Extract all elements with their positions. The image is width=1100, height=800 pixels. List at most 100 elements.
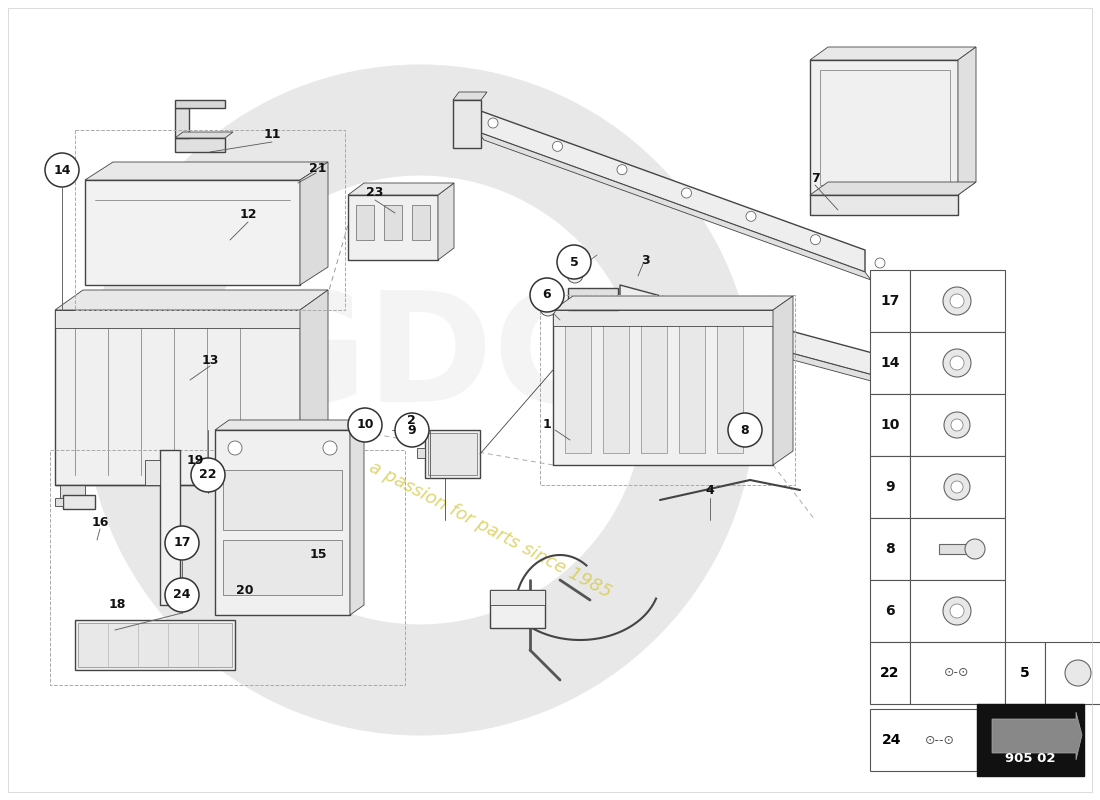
Polygon shape [958, 47, 976, 195]
Bar [100, 302, 124, 310]
Bar [870, 580, 910, 642]
Polygon shape [175, 132, 233, 138]
Circle shape [552, 142, 562, 151]
Bar [910, 580, 1005, 642]
Bar [870, 518, 910, 580]
Polygon shape [810, 195, 958, 215]
Text: 15: 15 [309, 549, 327, 562]
Bar [820, 70, 950, 185]
Circle shape [728, 413, 762, 447]
Bar [1005, 642, 1045, 704]
Circle shape [323, 441, 337, 455]
Bar [175, 108, 189, 138]
Text: GDG: GDG [241, 286, 618, 434]
Polygon shape [992, 712, 1082, 760]
Text: 14: 14 [880, 356, 900, 370]
Polygon shape [350, 420, 364, 615]
Circle shape [45, 153, 79, 187]
Bar [240, 302, 264, 310]
Text: 14: 14 [53, 163, 70, 177]
Bar [65, 302, 89, 310]
Bar [540, 295, 795, 485]
Circle shape [943, 597, 971, 625]
Bar [939, 544, 975, 554]
Bar [641, 322, 667, 453]
Text: 9: 9 [886, 480, 894, 494]
Bar [417, 448, 425, 458]
Bar [175, 138, 226, 152]
Bar [412, 205, 430, 240]
Bar [356, 205, 374, 240]
Text: 6: 6 [886, 604, 894, 618]
Bar [170, 302, 194, 310]
Text: 22: 22 [880, 666, 900, 680]
Circle shape [530, 278, 564, 312]
Circle shape [1065, 660, 1091, 686]
Bar [55, 310, 300, 328]
Bar [75, 620, 235, 670]
Bar [717, 322, 743, 453]
Circle shape [811, 234, 821, 245]
Polygon shape [478, 132, 871, 280]
Text: 7: 7 [811, 171, 819, 185]
Polygon shape [620, 285, 880, 377]
Bar [55, 310, 300, 485]
Circle shape [950, 604, 964, 618]
Circle shape [228, 441, 242, 455]
Text: 21: 21 [309, 162, 327, 174]
Bar [63, 495, 95, 509]
Text: 10: 10 [356, 418, 374, 431]
Circle shape [950, 294, 964, 308]
Circle shape [682, 188, 692, 198]
Bar [270, 485, 295, 501]
Bar [870, 456, 910, 518]
Bar [175, 100, 226, 108]
Polygon shape [300, 290, 328, 485]
Circle shape [348, 408, 382, 442]
Text: 8: 8 [740, 423, 749, 437]
Circle shape [165, 578, 199, 612]
Bar [910, 642, 1005, 704]
Circle shape [874, 258, 886, 268]
Polygon shape [810, 47, 976, 60]
Text: 3: 3 [640, 254, 649, 266]
Circle shape [540, 300, 556, 316]
Bar [910, 332, 1005, 394]
Circle shape [617, 165, 627, 174]
Bar [870, 332, 910, 394]
Polygon shape [438, 183, 454, 260]
Text: 8: 8 [886, 542, 895, 556]
Bar [384, 205, 402, 240]
Bar [870, 642, 910, 704]
Text: 5: 5 [570, 255, 579, 269]
Polygon shape [55, 290, 328, 310]
Bar [428, 433, 477, 475]
Text: 13: 13 [201, 354, 219, 366]
Polygon shape [85, 180, 300, 285]
Bar [679, 322, 705, 453]
Bar [75, 130, 345, 310]
Circle shape [952, 419, 962, 431]
Circle shape [943, 287, 971, 315]
Circle shape [557, 245, 591, 279]
Polygon shape [810, 182, 976, 195]
Polygon shape [214, 420, 364, 430]
Bar [223, 540, 342, 595]
Bar [553, 310, 773, 326]
Text: 24: 24 [174, 589, 190, 602]
Text: 17: 17 [174, 537, 190, 550]
Bar [1045, 642, 1100, 704]
Text: 22: 22 [199, 469, 217, 482]
Bar [870, 270, 910, 332]
Text: 16: 16 [91, 515, 109, 529]
Polygon shape [620, 307, 886, 385]
Circle shape [746, 211, 756, 222]
Polygon shape [553, 296, 793, 310]
Bar [870, 394, 910, 456]
Text: 18: 18 [108, 598, 125, 611]
Bar [348, 195, 438, 260]
Polygon shape [85, 162, 328, 180]
Bar [553, 310, 773, 465]
Text: ⊙-⊙: ⊙-⊙ [944, 666, 970, 679]
Bar [490, 590, 544, 628]
